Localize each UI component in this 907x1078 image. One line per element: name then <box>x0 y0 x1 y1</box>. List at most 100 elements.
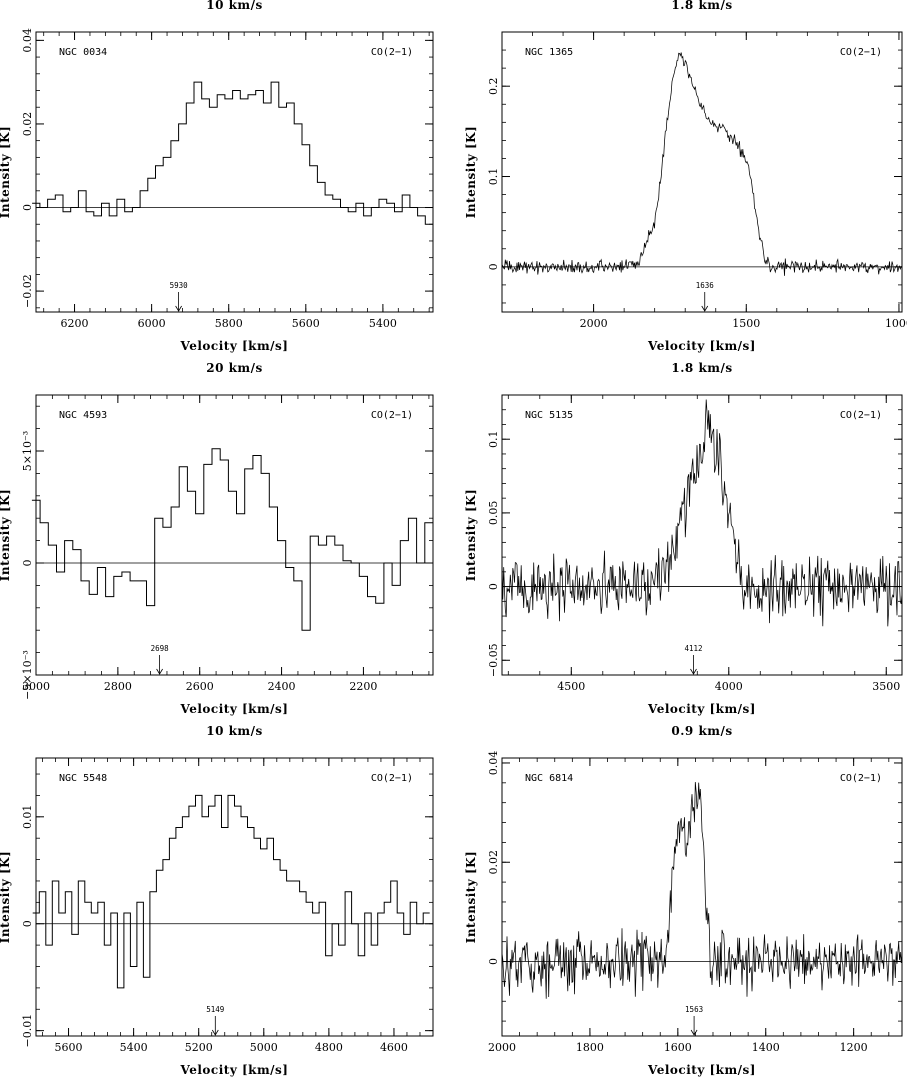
y-tick-label: −0.05 <box>487 643 500 677</box>
x-tick-label: 2200 <box>349 680 377 693</box>
line-label: CO(2−1) <box>371 410 413 421</box>
y-tick-label: 0 <box>487 958 500 965</box>
y-tick-label: 0 <box>487 263 500 270</box>
x-tick-label: 4600 <box>380 1041 408 1054</box>
systemic-velocity-label: 1636 <box>696 281 715 290</box>
systemic-velocity-label: 1563 <box>685 1005 703 1014</box>
y-tick-label: 0.2 <box>487 77 500 95</box>
x-tick-label: 2800 <box>104 680 132 693</box>
x-tick-label: 1200 <box>840 1041 868 1054</box>
x-axis-label: Velocity [km/s] <box>647 1063 756 1077</box>
y-axis-label: Intensity [K] <box>0 489 12 582</box>
resolution-label: 1.8 km/s <box>671 361 732 375</box>
spectrum-line <box>32 81 433 225</box>
x-axis-label: Velocity [km/s] <box>180 702 289 716</box>
galaxy-name: NGC 1365 <box>525 47 573 58</box>
y-tick-label: 0 <box>21 204 34 211</box>
y-tick-label: 0.04 <box>21 28 34 53</box>
x-tick-label: 6000 <box>138 317 166 330</box>
y-axis-label: Intensity [K] <box>464 851 478 944</box>
y-tick-label: 0.02 <box>487 850 500 875</box>
plot-frame <box>35 31 434 313</box>
y-tick-label: 0.05 <box>487 501 500 526</box>
arrow-head <box>701 305 709 312</box>
x-tick-label: 4800 <box>315 1041 343 1054</box>
x-tick-label: 4500 <box>557 680 585 693</box>
resolution-label: 20 km/s <box>206 361 263 375</box>
x-tick-label: 6200 <box>61 317 89 330</box>
x-axis-label: Velocity [km/s] <box>647 339 756 353</box>
y-axis-label: Intensity [K] <box>0 126 12 219</box>
y-tick-label: −5×10⁻³ <box>21 650 34 700</box>
arrow-head <box>211 1029 219 1036</box>
x-tick-label: 5400 <box>120 1041 148 1054</box>
y-tick-label: 0 <box>21 560 34 567</box>
x-tick-label: 2600 <box>186 680 214 693</box>
y-tick-label: 0.1 <box>487 430 500 448</box>
systemic-velocity-label: 4112 <box>684 644 702 653</box>
y-tick-label: 0.02 <box>21 112 34 137</box>
arrow-head <box>690 668 697 675</box>
y-tick-label: 0 <box>21 920 34 927</box>
x-tick-label: 1800 <box>576 1041 604 1054</box>
spectrum-line <box>32 794 430 989</box>
spectrum-line <box>501 399 903 627</box>
y-tick-label: 0.1 <box>487 168 500 186</box>
y-tick-label: 0.04 <box>487 751 500 776</box>
resolution-label: 10 km/s <box>206 724 263 738</box>
x-tick-label: 4000 <box>715 680 743 693</box>
resolution-label: 1.8 km/s <box>671 0 732 12</box>
line-label: CO(2−1) <box>371 773 413 784</box>
x-tick-label: 5000 <box>250 1041 278 1054</box>
x-tick-label: 5200 <box>185 1041 213 1054</box>
x-axis-label: Velocity [km/s] <box>180 1063 289 1077</box>
systemic-velocity-label: 2698 <box>151 644 170 653</box>
x-tick-label: 5800 <box>215 317 243 330</box>
plot-frame <box>501 757 903 1037</box>
resolution-label: 0.9 km/s <box>671 724 732 738</box>
line-label: CO(2−1) <box>840 773 882 784</box>
y-tick-label: 0 <box>487 583 500 590</box>
y-tick-label: 0.01 <box>21 805 34 830</box>
panel-1: 10 km/s 6200 6000 5800 5600 5400 −0.02 0 0.02 0.0… <box>0 0 434 353</box>
panel-6: 0.9 km/s 2000 1800 1600 1400 1200 0 0.02 0.04 Vel… <box>464 724 903 1077</box>
plot-frame <box>35 757 434 1037</box>
x-tick-label: 1500 <box>732 317 760 330</box>
resolution-label: 10 km/s <box>206 0 263 12</box>
panel-3: 20 km/s 3000 2800 2600 2400 2200 −5×10⁻³ 0 5×10⁻… <box>0 361 434 716</box>
plot-frame <box>501 394 903 676</box>
x-tick-label: 3000 <box>22 680 50 693</box>
panel-4: 1.8 km/s 4500 4000 3500 −0.05 0 0.05 0.1 Velocit… <box>464 361 903 716</box>
x-tick-label: 2000 <box>488 1041 516 1054</box>
y-axis-label: Intensity [K] <box>0 851 12 944</box>
x-tick-label: 1400 <box>752 1041 780 1054</box>
y-axis-label: Intensity [K] <box>464 126 478 219</box>
systemic-velocity-label: 5149 <box>206 1005 224 1014</box>
x-tick-label: 5400 <box>369 317 397 330</box>
galaxy-name: NGC 4593 <box>59 410 107 421</box>
line-label: CO(2−1) <box>840 410 882 421</box>
arrow-head <box>175 305 182 312</box>
line-label: CO(2−1) <box>371 47 413 58</box>
line-label: CO(2−1) <box>840 47 882 58</box>
x-tick-label: 3500 <box>872 680 900 693</box>
spectrum-line <box>501 52 903 276</box>
galaxy-name: NGC 5135 <box>525 410 573 421</box>
y-axis-label: Intensity [K] <box>464 489 478 582</box>
galaxy-name: NGC 5548 <box>59 773 107 784</box>
galaxy-name: NGC 6814 <box>525 773 573 784</box>
galaxy-name: NGC 0034 <box>59 47 107 58</box>
spectrum-line <box>501 781 903 999</box>
arrow-head <box>156 668 163 675</box>
y-tick-label: −0.01 <box>21 1014 34 1048</box>
spectrum-line <box>31 448 433 631</box>
x-tick-label: 5600 <box>55 1041 83 1054</box>
x-axis-label: Velocity [km/s] <box>647 702 756 716</box>
x-axis-label: Velocity [km/s] <box>180 339 289 353</box>
y-tick-label: 5×10⁻³ <box>21 431 34 471</box>
x-tick-label: 1600 <box>664 1041 692 1054</box>
plot-frame <box>35 394 434 676</box>
